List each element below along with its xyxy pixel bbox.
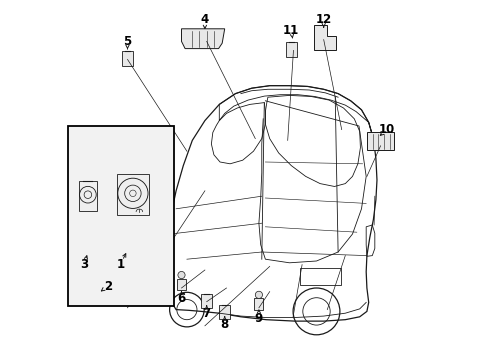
Polygon shape xyxy=(313,25,336,50)
Bar xyxy=(68,126,174,306)
Bar xyxy=(177,279,185,290)
Bar xyxy=(79,181,97,211)
Text: 9: 9 xyxy=(254,312,263,325)
Bar xyxy=(219,305,230,319)
Bar xyxy=(201,294,212,308)
Text: 7: 7 xyxy=(202,307,210,320)
Circle shape xyxy=(255,291,262,298)
Text: 12: 12 xyxy=(315,13,331,26)
Bar xyxy=(285,42,296,57)
Text: 2: 2 xyxy=(103,280,112,293)
Bar xyxy=(117,174,149,215)
Polygon shape xyxy=(181,29,224,49)
Text: 4: 4 xyxy=(201,13,208,26)
Bar xyxy=(299,268,340,285)
Text: 11: 11 xyxy=(283,24,299,37)
Text: 5: 5 xyxy=(123,35,131,48)
Text: 6: 6 xyxy=(177,292,185,305)
Bar xyxy=(122,51,133,66)
Bar xyxy=(366,132,393,150)
Text: 3: 3 xyxy=(80,258,88,271)
Text: 1: 1 xyxy=(116,258,124,271)
Text: 8: 8 xyxy=(220,318,228,330)
Bar xyxy=(254,298,263,310)
Circle shape xyxy=(178,271,185,279)
Text: 10: 10 xyxy=(378,123,394,136)
